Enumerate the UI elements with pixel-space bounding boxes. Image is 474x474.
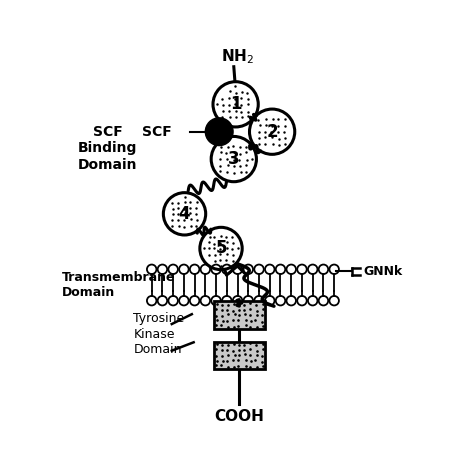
Text: COOH: COOH [214,409,264,424]
Text: Binding: Binding [78,141,137,155]
Text: 3: 3 [228,150,240,168]
Circle shape [164,192,206,235]
Text: Domain: Domain [62,286,116,299]
Text: 2: 2 [266,123,278,141]
Circle shape [249,109,295,155]
Bar [214,301,265,329]
Text: 4: 4 [179,205,191,223]
Circle shape [213,82,258,127]
Text: Transmembrane: Transmembrane [62,271,176,284]
Circle shape [200,228,242,270]
Bar [214,342,265,369]
Circle shape [205,118,233,146]
Text: SCF: SCF [93,125,123,139]
Text: 5: 5 [215,239,227,257]
Circle shape [211,137,256,182]
Text: GNNk: GNNk [364,265,402,278]
Text: Kinase: Kinase [133,328,175,341]
Text: NH$_2$: NH$_2$ [221,47,254,66]
Text: SCF: SCF [142,125,172,139]
Text: Domain: Domain [133,343,182,356]
Text: Domain: Domain [78,157,137,172]
Text: 1: 1 [230,95,241,113]
Text: Tyrosine: Tyrosine [133,312,185,326]
